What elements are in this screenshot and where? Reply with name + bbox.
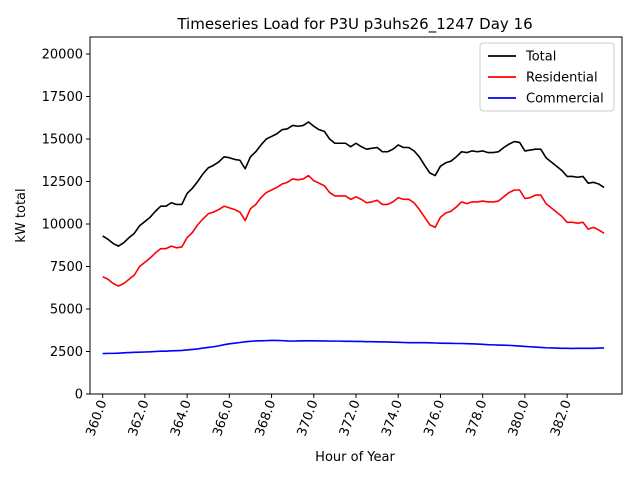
- x-tick-label: 366.0: [210, 398, 237, 438]
- chart-title: Timeseries Load for P3U p3uhs26_1247 Day…: [176, 15, 532, 34]
- y-tick-label: 12500: [42, 175, 83, 190]
- legend: Total Residential Commercial: [479, 42, 615, 112]
- series-line-commercial: [102, 339, 605, 355]
- y-tick-label: 5000: [50, 303, 83, 318]
- y-tick-label: 15000: [42, 133, 83, 148]
- legend-label: Residential: [526, 71, 598, 86]
- legend-frame: [479, 42, 615, 112]
- y-axis: 0 2500 5000 7500 10000 12500 15000 17500 20000: [42, 48, 90, 403]
- series-line-residential: [102, 174, 605, 287]
- y-tick-label: 0: [75, 388, 83, 403]
- y-tick-label: 20000: [42, 48, 83, 63]
- x-tick-label: 368.0: [252, 398, 279, 438]
- x-tick-label: 380.0: [506, 398, 533, 438]
- y-tick-label: 2500: [50, 345, 83, 360]
- x-tick-label: 382.0: [548, 398, 575, 438]
- x-tick-label: 378.0: [464, 398, 491, 438]
- legend-label: Commercial: [526, 92, 604, 107]
- y-tick-label: 17500: [42, 90, 83, 105]
- x-tick-label: 360.0: [84, 398, 111, 438]
- x-tick-label: 372.0: [337, 398, 364, 438]
- x-tick-label: 362.0: [126, 398, 153, 438]
- x-tick-label: 364.0: [168, 398, 195, 438]
- series-line-total: [102, 121, 605, 247]
- x-tick-label: 370.0: [295, 398, 322, 438]
- legend-label: Total: [525, 50, 556, 65]
- y-tick-label: 10000: [42, 218, 83, 233]
- y-tick-label: 7500: [50, 260, 83, 275]
- y-axis-title: kW total: [14, 188, 29, 242]
- x-tick-label: 374.0: [379, 398, 406, 438]
- series-layer: [102, 121, 605, 355]
- x-axis: 360.0 362.0 364.0 366.0 368.0 370.0 372.0 374.0…: [84, 394, 575, 438]
- x-tick-label: 376.0: [421, 398, 448, 438]
- x-axis-title: Hour of Year: [315, 450, 395, 465]
